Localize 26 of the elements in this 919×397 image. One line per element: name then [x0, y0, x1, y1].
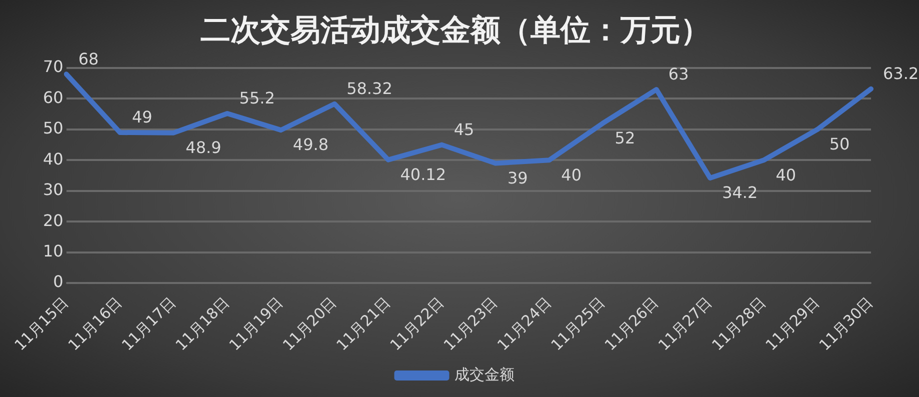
y-tick-label: 0 [53, 272, 64, 292]
data-label: 50 [829, 134, 850, 154]
data-label: 40.12 [400, 164, 446, 184]
y-tick-label: 10 [43, 242, 64, 260]
data-label: 52 [614, 128, 636, 148]
chart-title: 二次交易活动成交金额（单位：万元） [200, 12, 710, 48]
y-tick-label: 60 [43, 88, 64, 107]
data-label: 40 [561, 165, 582, 184]
y-tick-label: 40 [43, 149, 64, 168]
data-label: 49.8 [292, 135, 329, 154]
data-label: 63.2 [883, 64, 919, 84]
y-tick-label: 20 [43, 210, 64, 230]
data-label: 39 [508, 168, 528, 188]
data-label: 55.2 [239, 88, 275, 108]
data-label: 49 [132, 108, 152, 127]
data-label: 58.32 [346, 79, 392, 98]
data-label: 63 [668, 64, 689, 84]
y-tick-label: 70 [43, 57, 64, 76]
data-label: 48.9 [186, 138, 222, 157]
data-label: 68 [78, 49, 99, 68]
y-tick-label: 50 [43, 118, 64, 138]
data-label: 34.2 [722, 183, 758, 202]
data-label: 40 [776, 165, 796, 184]
y-tick-label: 30 [43, 180, 64, 200]
legend-label: 成交金额 [454, 365, 514, 384]
data-label: 45 [454, 120, 474, 139]
